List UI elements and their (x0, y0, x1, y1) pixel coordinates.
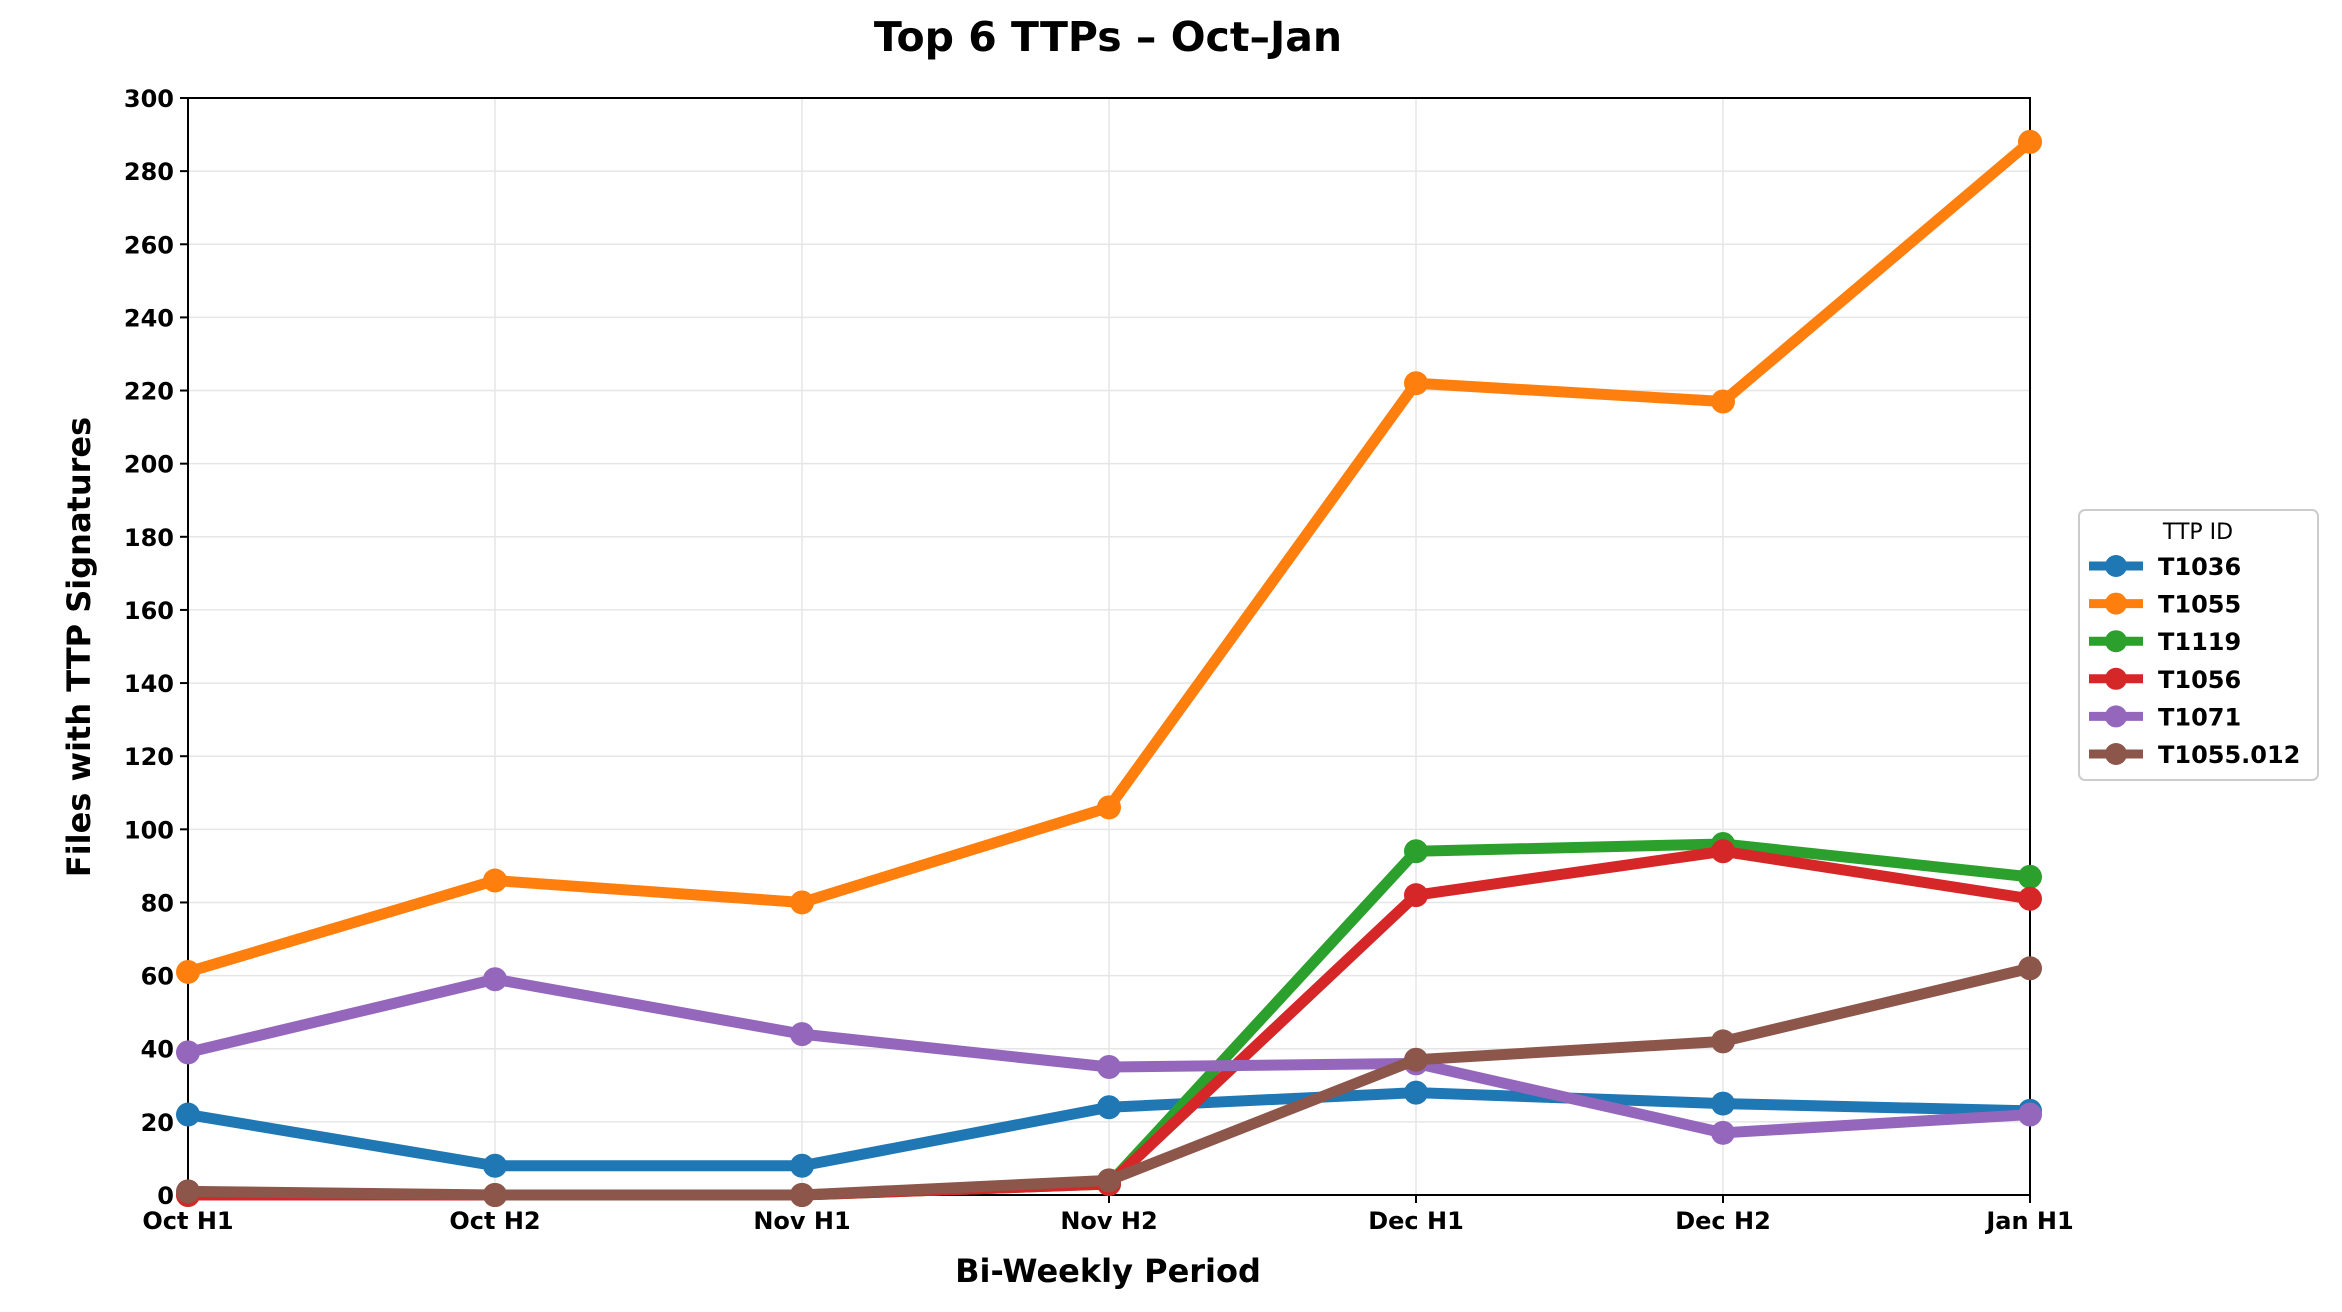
data-point-t1055 (1097, 795, 1121, 820)
series-lines (176, 129, 2042, 1207)
data-point-t1056 (1711, 839, 1735, 864)
legend-swatch-marker (2105, 555, 2127, 577)
legend-item-t1036: T1036 (2089, 553, 2241, 581)
y-tick-label: 20 (141, 1109, 174, 1137)
data-point-t1055-012 (2018, 956, 2042, 981)
data-point-t1071 (1711, 1120, 1735, 1145)
y-tick-label: 300 (124, 85, 174, 113)
legend-title: TTP ID (2162, 520, 2233, 545)
y-tick-label: 160 (124, 597, 174, 625)
x-tick-label: Oct H1 (142, 1207, 233, 1235)
legend-swatch-marker (2105, 705, 2127, 728)
legend-label: T1055.012 (2158, 741, 2300, 769)
y-tick-label: 140 (124, 670, 174, 698)
data-point-t1036 (1711, 1091, 1735, 1116)
legend-item-t1056: T1056 (2089, 666, 2241, 694)
x-tick-label: Dec H2 (1675, 1207, 1771, 1235)
y-tick-label: 280 (124, 158, 174, 186)
legend-swatch-marker (2105, 630, 2127, 653)
y-tick-label: 200 (124, 451, 174, 479)
legend-label: T1055 (2158, 591, 2241, 619)
legend-item-t1071: T1071 (2089, 703, 2241, 731)
series-t1055-012 (176, 956, 2042, 1207)
legend-items: T1036 T1055 T1119 T1056 T1071 T1055.012 (2089, 553, 2300, 769)
data-point-t1071 (1097, 1055, 1121, 1080)
data-point-t1071 (483, 967, 507, 992)
x-axis-ticks: Oct H1 Oct H2 Nov H1 Nov H2 Dec H1 Dec H2 Jan … (142, 1195, 2074, 1235)
data-point-t1119 (2018, 864, 2042, 889)
y-axis-ticks: 0 20 40 60 80 100 120 140 160 180 200 220 240 260 280 3… (124, 85, 188, 1210)
data-point-t1055-012 (1711, 1029, 1735, 1054)
chart-title: Top 6 TTPs – Oct–Jan (874, 13, 1342, 61)
y-tick-label: 0 (157, 1182, 174, 1210)
data-point-t1036 (790, 1153, 814, 1178)
x-tick-label: Nov H1 (753, 1207, 850, 1235)
x-tick-label: Jan H1 (1984, 1207, 2073, 1235)
data-point-t1055-012 (483, 1183, 507, 1207)
series-t1055 (176, 129, 2042, 984)
data-point-t1055 (2018, 129, 2042, 154)
data-point-t1055 (176, 959, 200, 984)
data-point-t1055-012 (790, 1183, 814, 1207)
data-point-t1036 (483, 1153, 507, 1178)
data-point-t1036 (1097, 1095, 1121, 1120)
data-point-t1055 (1404, 371, 1428, 396)
data-point-t1055 (1711, 389, 1735, 414)
legend-label: T1071 (2158, 703, 2241, 731)
data-point-t1055-012 (1404, 1047, 1428, 1072)
x-tick-label: Nov H2 (1060, 1207, 1157, 1235)
y-tick-label: 120 (124, 743, 174, 771)
y-tick-label: 260 (124, 231, 174, 259)
x-axis-label: Bi-Weekly Period (955, 1252, 1261, 1290)
data-point-t1119 (1404, 839, 1428, 864)
data-point-t1071 (790, 1022, 814, 1047)
data-point-t1055 (483, 868, 507, 893)
legend-label: T1119 (2158, 628, 2241, 656)
legend-swatch-marker (2105, 743, 2127, 765)
x-tick-label: Oct H2 (449, 1207, 540, 1235)
data-point-t1055-012 (1097, 1168, 1121, 1193)
data-point-t1071 (176, 1040, 200, 1065)
legend: TTP ID T1036 T1055 T1119 T1056 T1071 T1055.01… (2078, 509, 2319, 781)
legend-swatch-marker (2105, 592, 2127, 615)
data-point-t1036 (176, 1102, 200, 1127)
data-point-t1056 (2018, 886, 2042, 911)
y-axis-label: Files with TTP Signatures (60, 417, 98, 877)
y-tick-label: 60 (141, 963, 174, 991)
legend-swatch-marker (2105, 667, 2127, 690)
legend-label: T1056 (2158, 666, 2241, 694)
legend-label: T1036 (2158, 553, 2241, 581)
legend-item-t1055-012: T1055.012 (2089, 741, 2300, 769)
data-point-t1036 (1404, 1080, 1428, 1105)
y-tick-label: 240 (124, 304, 174, 332)
data-point-t1071 (2018, 1102, 2042, 1127)
y-tick-label: 40 (141, 1036, 174, 1064)
x-tick-label: Dec H1 (1368, 1207, 1464, 1235)
y-tick-label: 100 (124, 816, 174, 844)
data-point-t1055 (790, 890, 814, 915)
series-t1071 (176, 967, 2042, 1145)
legend-item-t1055: T1055 (2089, 591, 2241, 619)
data-point-t1056 (1404, 883, 1428, 908)
y-tick-label: 180 (124, 524, 174, 552)
y-tick-label: 220 (124, 378, 174, 406)
data-point-t1055-012 (176, 1179, 200, 1204)
legend-item-t1119: T1119 (2089, 628, 2241, 656)
y-tick-label: 80 (141, 889, 174, 917)
